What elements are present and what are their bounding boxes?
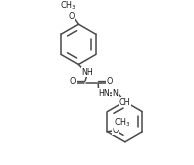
Text: CH$_3$: CH$_3$	[114, 117, 131, 129]
Text: O: O	[113, 126, 119, 135]
Text: HN: HN	[98, 89, 110, 98]
Text: N: N	[113, 89, 119, 98]
Text: CH: CH	[119, 98, 130, 107]
Text: CH$_3$: CH$_3$	[60, 0, 77, 12]
Text: O: O	[68, 12, 75, 21]
Text: NH: NH	[81, 68, 93, 77]
Text: O: O	[70, 77, 76, 86]
Text: O: O	[106, 77, 113, 86]
